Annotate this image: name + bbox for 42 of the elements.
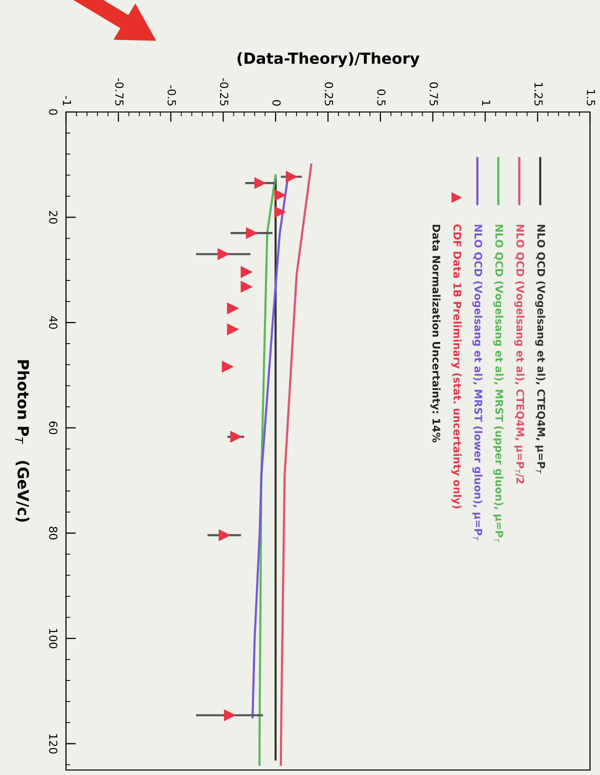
y-tick-label: 100	[49, 629, 58, 648]
point	[240, 281, 252, 292]
point	[230, 431, 242, 442]
point	[274, 206, 286, 218]
y-tick-label: 20	[49, 211, 58, 224]
x-tick-label: 0.25	[324, 82, 334, 106]
line-series	[280, 164, 312, 766]
point	[274, 190, 286, 201]
x-tick-label: -0.75	[115, 78, 124, 106]
text: Photon P$_{T}$ (GeV/c)	[15, 360, 30, 522]
x-tick-label: 1.25	[534, 82, 543, 106]
y-tick-label: 40	[49, 316, 58, 329]
annotation: Data Normalization Uncertainty: 14%	[430, 224, 440, 442]
point	[227, 324, 238, 335]
x-tick-label: -1	[62, 96, 72, 106]
y-tick-label: 60	[49, 422, 58, 434]
x-tick-label: 1	[482, 100, 490, 106]
x-tick-label: 0.75	[430, 82, 438, 106]
point	[218, 248, 229, 260]
x-tick-label: 0	[272, 100, 281, 106]
x-tick-label: 1.5	[586, 90, 596, 106]
point	[240, 266, 252, 278]
text: NLO QCD (Vogelsang et al), MRST (lower gluon), μ=P$_{T}$	[472, 224, 482, 541]
point	[286, 171, 297, 182]
point	[222, 361, 233, 372]
point	[227, 302, 238, 314]
x-tick-label: 0.5	[377, 90, 386, 106]
y-tick-label: 80	[49, 526, 58, 540]
text: NLO QCD (Vogelsang et al), MRST (upper gluon), μ=P$_{T}$	[493, 224, 504, 543]
y-tick-label: 0	[49, 109, 58, 115]
text: NLO QCD (Vogelsang et al), CTEQ4M, μ=P$_{T}$	[535, 224, 546, 474]
point	[218, 530, 230, 541]
x-axis-title: (Data-Theory)/Theory	[238, 52, 420, 68]
y-tick-label: 120	[49, 734, 58, 754]
text: NLO QCD (Vogelsang et al), CTEQ4M, μ=P$_{T}$/2	[514, 224, 524, 484]
point	[254, 178, 266, 189]
x-tick-label: -0.25	[220, 78, 228, 106]
point	[224, 710, 236, 721]
x-tick-label: -0.5	[168, 85, 176, 106]
line-series	[258, 174, 277, 766]
point	[246, 228, 258, 239]
text: CDF Data 1B Preliminary (stat. uncertainty only)	[451, 224, 462, 508]
